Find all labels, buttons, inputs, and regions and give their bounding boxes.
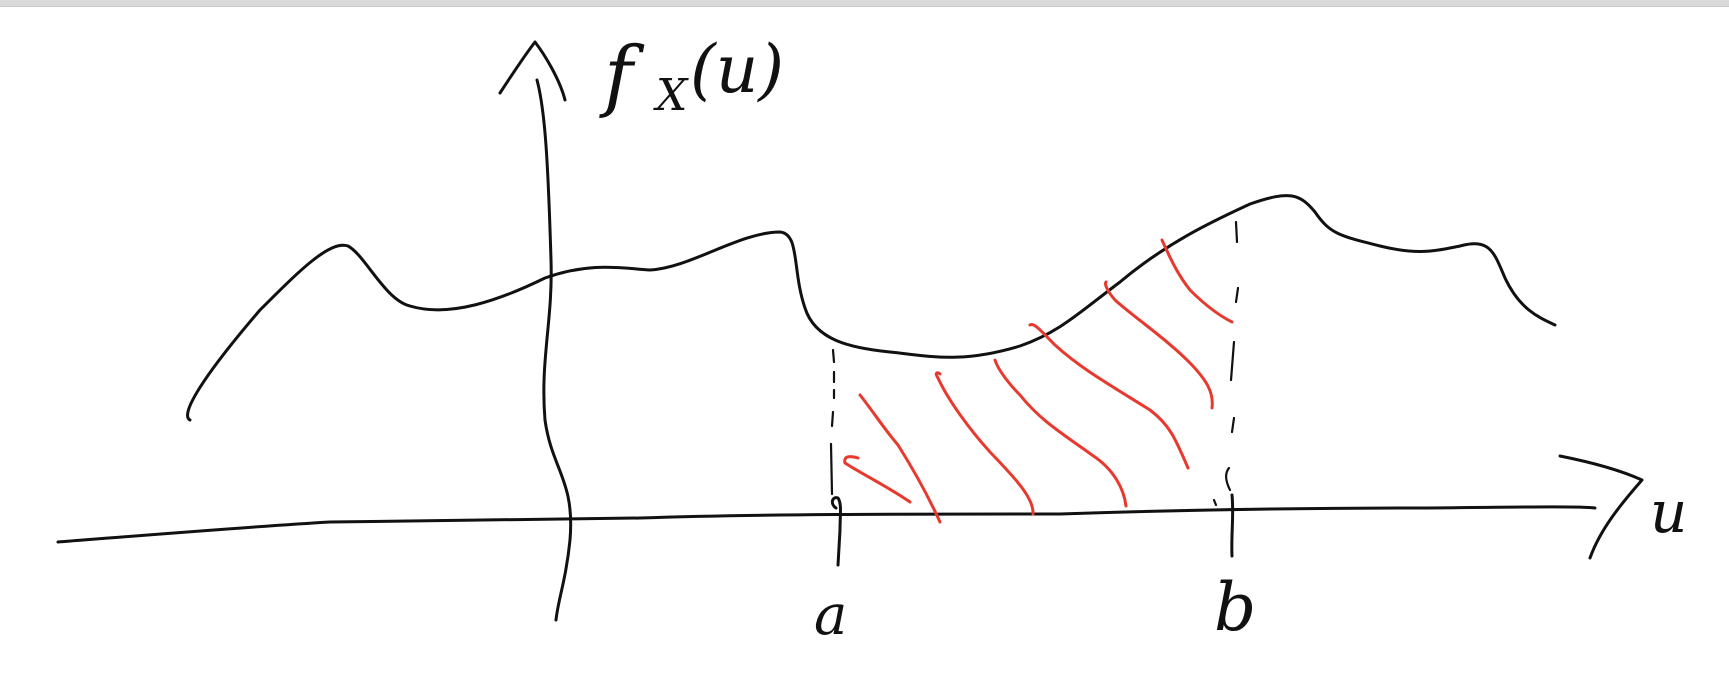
y-axis-line [535,78,573,622]
upper-bound-label: b [1214,569,1256,646]
x-axis-line [56,505,1597,544]
y-axis-label-argument: (u) [690,31,784,108]
x-axis-label: u [1650,478,1687,546]
lower-bound-guide [829,348,842,567]
y-axis-arrowhead [498,40,567,102]
y-axis-label-f: f [599,31,645,121]
shaded-area-hatching [843,238,1234,524]
x-axis-arrowhead [1558,454,1644,560]
upper-bound-guide [1212,220,1240,558]
y-axis-label-subscript: X [653,70,689,121]
density-curve [186,194,1557,422]
canvas-top-border [0,0,1729,7]
lower-bound-label: a [814,583,847,648]
